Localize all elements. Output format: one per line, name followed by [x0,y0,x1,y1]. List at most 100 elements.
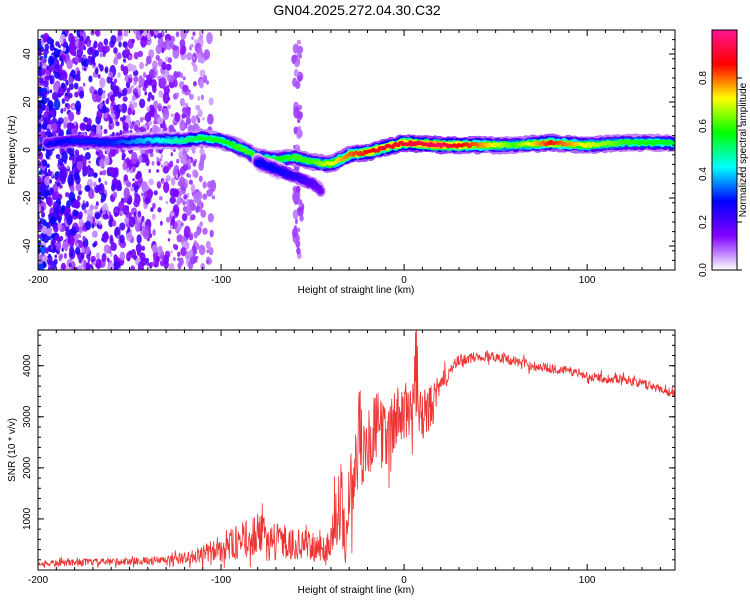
spectrogram-speckle [170,113,175,118]
spectrogram-speckle [155,54,160,61]
spectrogram-speckle [83,67,87,72]
spectrogram-speckle [136,170,142,179]
spectrogram-speckle [132,178,135,182]
spectrogram-speckle [128,74,133,79]
spectrogram-speckle [112,173,116,179]
spectrogram-speckle [145,55,152,65]
spectrogram-speckle [182,84,189,92]
colorbar-label: Normalized spectral amplitude [738,82,749,217]
spectrogram-speckle [74,35,79,41]
spectrogram-speckle [190,43,194,48]
spectrogram-speckle [122,96,128,102]
spectrogram-speckle [55,241,62,251]
spectrogram-speckle [192,31,196,37]
spectrogram-speckle [172,188,179,198]
spectrogram-speckle [41,57,45,63]
spectrogram-speckle [200,94,205,101]
spectrogram-speckle [66,200,71,209]
ridge-cell [236,144,241,148]
spectrogram-speckle [200,209,207,218]
spectrogram-speckle [168,229,172,235]
spectrogram-speckle [205,259,210,264]
spectrogram-speckle [122,41,128,48]
spectrogram-speckle [62,46,67,52]
spectrogram-speckle [170,177,176,186]
spectrogram-speckle [60,82,66,89]
spectrogram-speckle [46,75,50,81]
spectrogram-speckle [75,182,82,192]
spectrogram-speckle [130,64,137,72]
spectrogram-speckle [128,216,136,228]
spectrogram-speckle [84,220,92,231]
spectrogram-speckle [54,171,59,177]
spectrogram-speckle [197,58,202,63]
spectrogram-speckle [291,227,298,238]
spectrogram-speckle [124,216,130,225]
spectrogram-speckle [53,206,60,216]
spectrogram-speckle [97,41,104,53]
spectrogram-speckle [50,122,58,132]
y-tick-label: 40 [22,48,33,60]
spectrogram-speckle [80,252,85,260]
spectrogram-speckle [147,91,153,99]
spectrogram-speckle [188,93,194,100]
spectrogram-speckle [40,220,43,224]
spectrogram-speckle [160,154,164,159]
spectrogram-speckle [147,33,152,41]
spectrogram-speckle [100,192,107,202]
spectrogram-speckle [111,184,116,192]
spectrogram-speckle [292,209,299,220]
spectrogram-speckle [38,39,42,50]
spectrogram-speckle [99,52,103,58]
spectrogram-speckle [185,112,191,119]
spectrogram-speckle [53,223,59,233]
spectrogram-speckle [151,244,158,253]
spectrogram-speckle [92,261,96,266]
spectrogram-speckle [38,146,42,153]
spectrogram-speckle [148,120,152,126]
spectrogram-speckle [165,216,171,223]
spectrogram-y-axis-label: Frequency (Hz) [7,116,18,185]
spectrogram-speckle [130,265,136,270]
spectrogram-speckle [68,76,74,85]
spectrogram-speckle [179,98,185,107]
spectrogram-speckle [58,44,61,49]
spectrogram-speckle [57,222,62,230]
spectrogram-speckle [102,169,107,176]
colorbar-tick-label: 0.4 [698,167,709,181]
spectrogram-speckle [156,32,163,39]
spectrogram-speckle [141,35,145,41]
spectrogram-speckle [185,52,193,61]
snr-ticks: -200 -100 0 100 1000 2000 3000 4000 [22,330,675,586]
spectrogram-speckle [197,199,203,207]
spectrogram-speckle [94,49,100,57]
spectrogram-speckle [114,212,118,217]
spectrogram-speckle [148,168,152,174]
spectrogram-speckle [117,52,122,60]
spectrogram-speckle [69,185,75,193]
spectrogram-speckle [101,253,107,262]
spectrogram-speckle [97,149,104,160]
spectrogram-speckle [95,30,101,37]
spectrogram-speckle [292,43,299,54]
spectrogram-speckle [43,263,47,267]
spectrogram-speckle [59,56,64,62]
spectrogram-speckle [103,45,111,53]
snr-series-line [38,330,675,569]
spectrogram-speckle [67,174,74,186]
spectrogram-speckle [157,117,164,125]
spectrogram-speckle [123,187,130,200]
spectrogram-speckle [168,41,175,48]
spectrogram-speckle [206,32,213,45]
spectrogram-speckle [209,229,214,238]
spectrogram-speckle [144,91,148,96]
spectrogram-speckle [46,128,51,135]
spectrogram-speckle [109,236,114,245]
spectrogram-speckle [119,222,126,231]
spectrogram-speckle [94,212,101,220]
spectrogram-speckle [92,172,98,178]
spectrogram-speckle [82,200,86,204]
spectrogram-speckle [161,47,165,54]
colorbar-ticks: 0.0 0.2 0.4 0.6 0.8 [698,71,742,277]
spectrogram-speckle [181,113,186,119]
